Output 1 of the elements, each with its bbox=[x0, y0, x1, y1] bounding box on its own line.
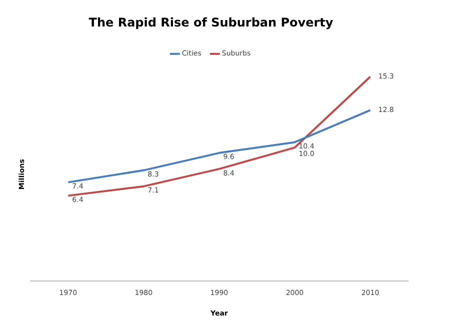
chart-title: The Rapid Rise of Suburban Poverty bbox=[88, 15, 334, 30]
